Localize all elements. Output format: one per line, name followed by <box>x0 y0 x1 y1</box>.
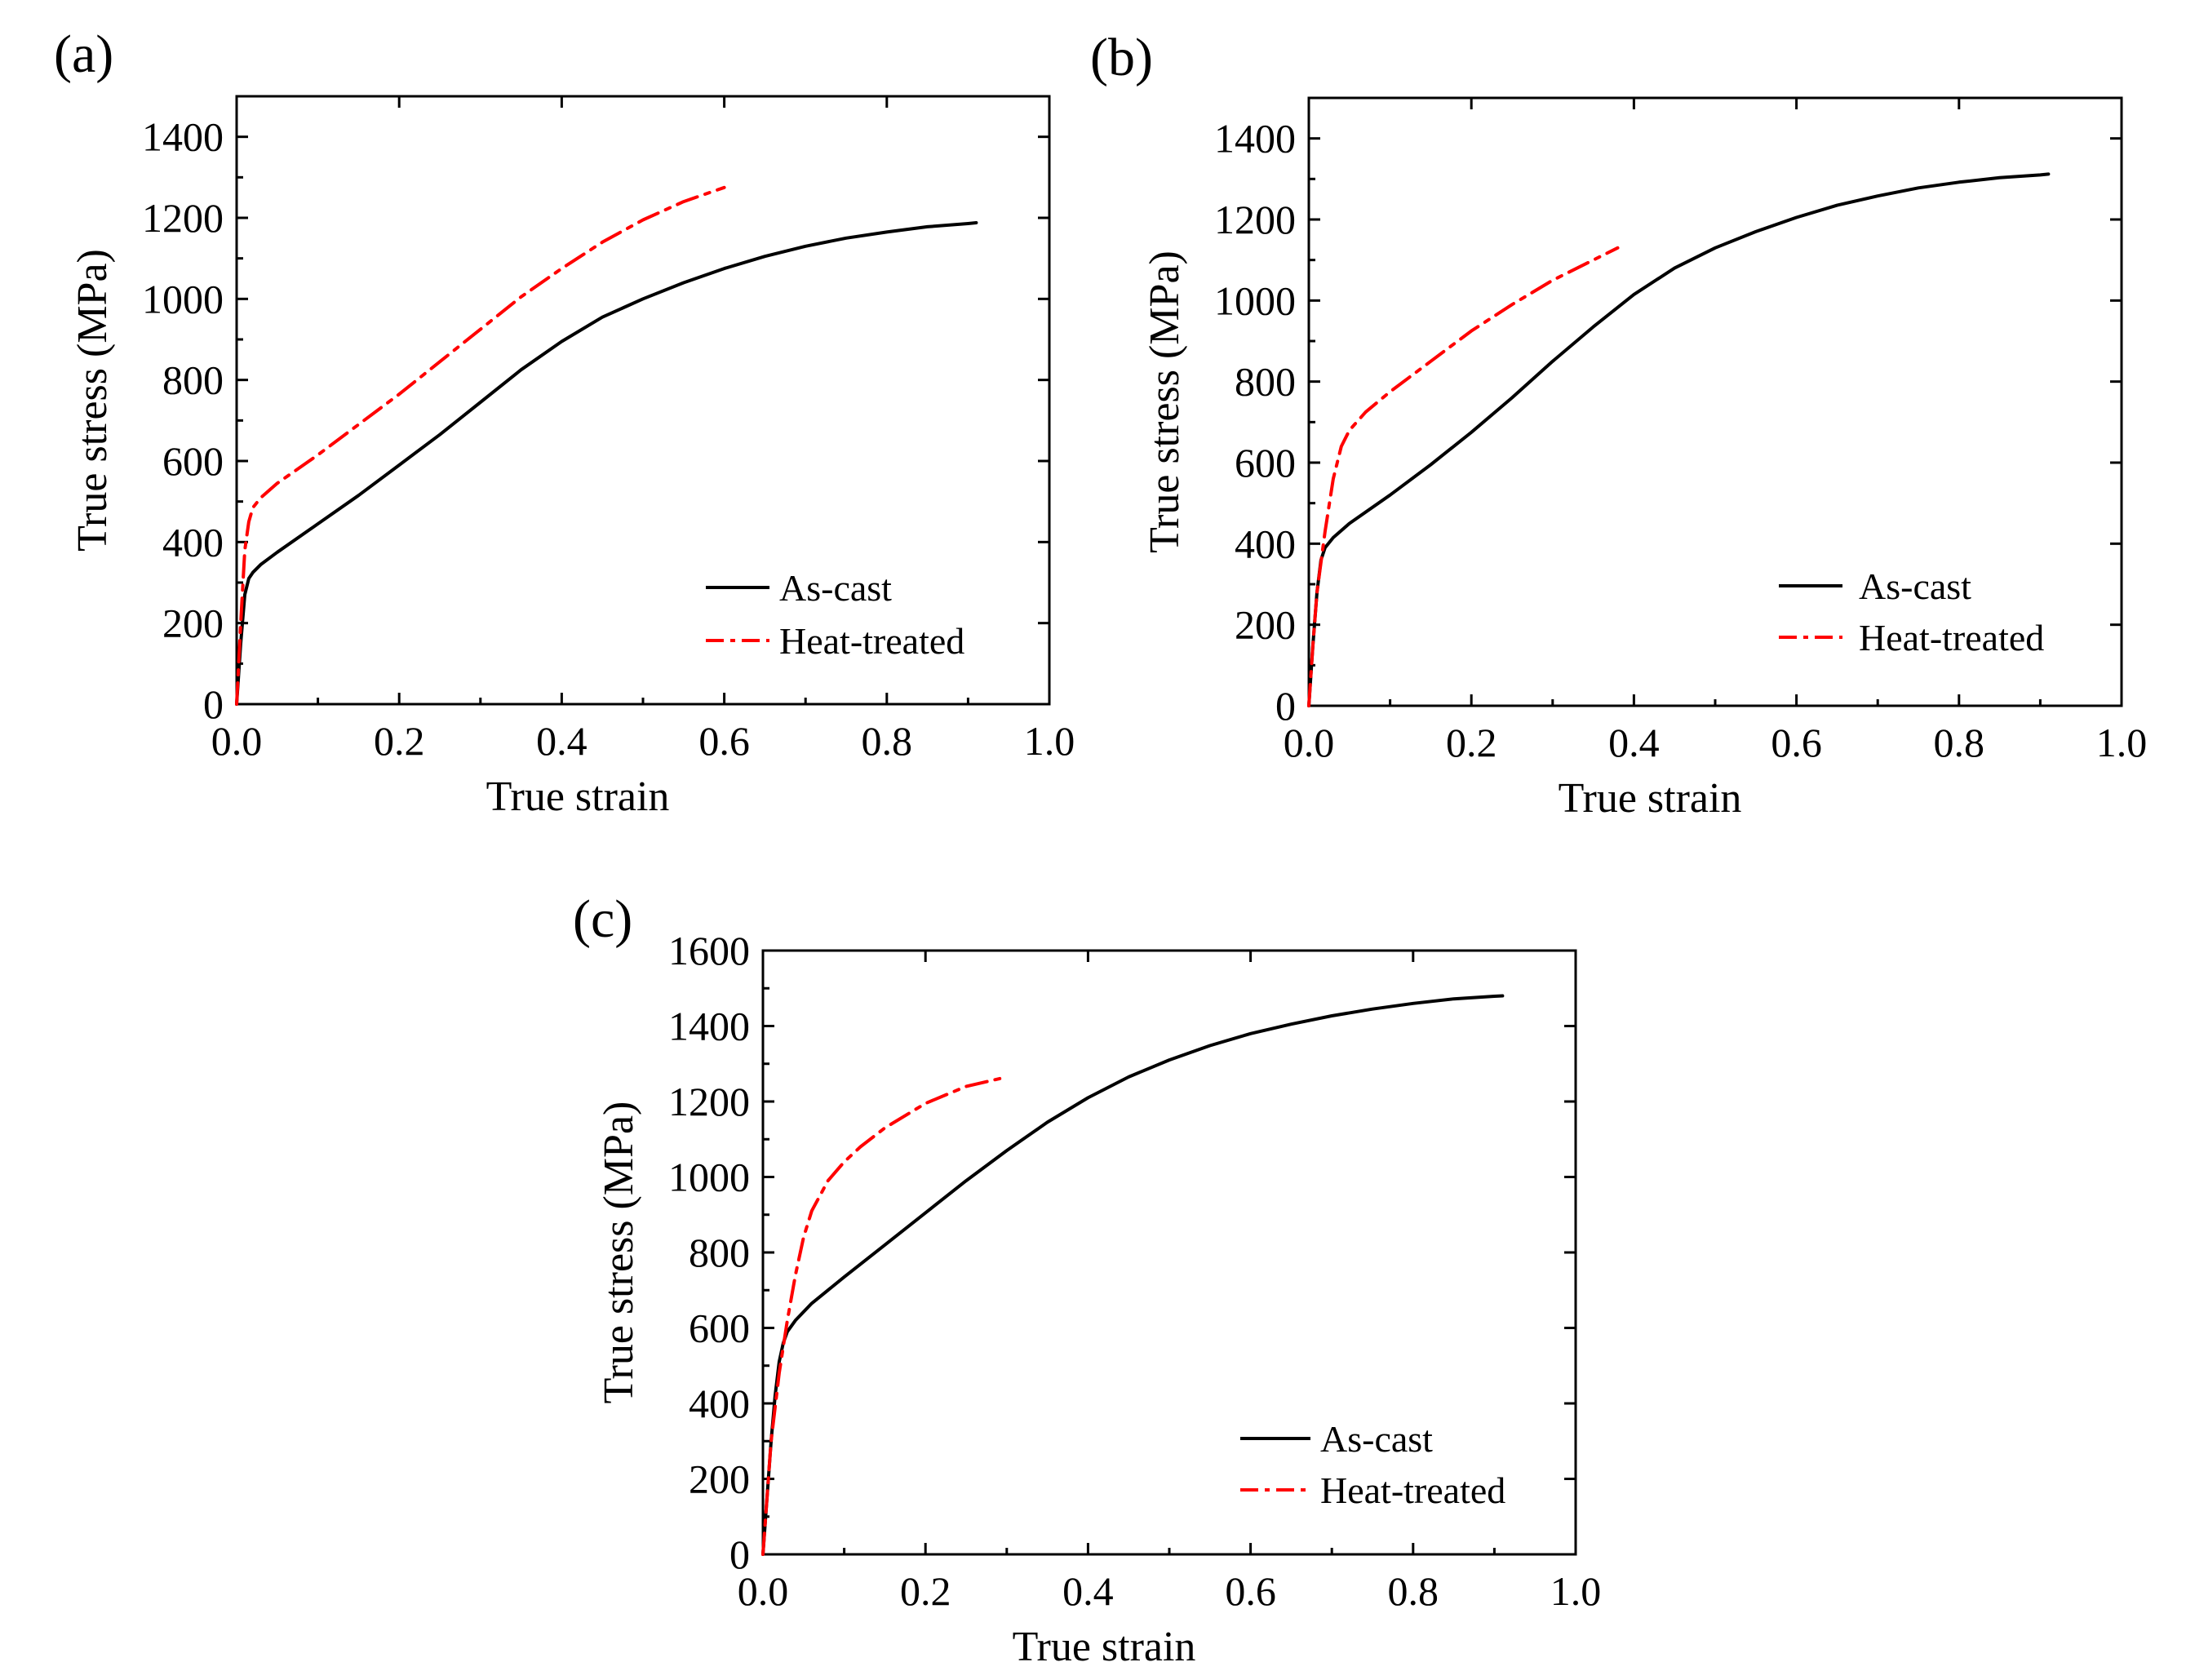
x-axis-label: True strain <box>486 774 670 820</box>
plot-frame <box>761 949 1577 1556</box>
x-tick-label: 0.8 <box>1934 720 1985 765</box>
y-axis-label: True stress (MPa) <box>596 1102 642 1404</box>
x-tick-label: 0.6 <box>1771 720 1822 765</box>
x-tick-label: 0.4 <box>1062 1568 1114 1614</box>
x-tick-label: 0.2 <box>1446 720 1497 765</box>
panel-letter: (b) <box>1090 28 1153 87</box>
x-tick-label: 0.8 <box>862 718 913 764</box>
y-tick-label: 1200 <box>668 1079 750 1124</box>
x-tick-label: 0.6 <box>1225 1568 1276 1614</box>
y-axis-label: True stress (MPa) <box>69 249 116 552</box>
x-tick-label: 0.4 <box>536 718 588 764</box>
legend-label: Heat-treated <box>779 620 964 662</box>
y-tick-label: 400 <box>162 519 224 565</box>
legend-label: Heat-treated <box>1859 617 2044 658</box>
y-tick-label: 600 <box>1235 440 1296 485</box>
y-tick-label: 200 <box>1235 602 1296 648</box>
x-tick-label: 1.0 <box>2096 720 2148 765</box>
y-tick-label: 800 <box>1235 359 1296 405</box>
x-tick-label: 1.0 <box>1550 1568 1602 1614</box>
chart-panel-b: (b) 0.0 0.2 0.4 0.6 0.8 1.0 0 200 400 600 800 1000 12… <box>1090 28 2147 822</box>
y-tick-label: 0 <box>203 681 224 727</box>
y-tick-label: 1000 <box>1214 277 1296 323</box>
x-axis-label: True strain <box>1559 775 1742 822</box>
y-tick-label: 800 <box>162 357 224 403</box>
x-tick-label: 0.8 <box>1388 1568 1439 1614</box>
y-tick-label: 1400 <box>142 114 224 160</box>
y-tick-label: 600 <box>162 438 224 484</box>
legend: As-cast Heat-treated <box>1240 1418 1505 1511</box>
panel-letter: (c) <box>573 889 632 949</box>
y-tick-label: 1600 <box>668 928 750 973</box>
x-axis-label: True strain <box>1013 1624 1196 1670</box>
y-tick-label: 1200 <box>1214 197 1296 242</box>
y-tick-label: 400 <box>1235 521 1296 566</box>
y-tick-label: 1000 <box>142 276 224 321</box>
x-tick-label: 0.6 <box>698 718 750 764</box>
x-tick-label: 0.0 <box>738 1568 789 1614</box>
y-tick-label: 200 <box>689 1456 750 1502</box>
legend: As-cast Heat-treated <box>706 567 964 662</box>
x-tick-label: 1.0 <box>1024 718 1075 764</box>
y-tick-label: 1200 <box>142 195 224 241</box>
legend-label: Heat-treated <box>1320 1469 1505 1511</box>
series-line-heat-treated <box>1307 246 1620 707</box>
legend-label: As-cast <box>1320 1418 1433 1460</box>
series-line-as-cast <box>235 221 978 706</box>
y-tick-label: 600 <box>689 1305 750 1351</box>
y-tick-label: 1400 <box>668 1004 750 1049</box>
plot-frame <box>235 95 1051 706</box>
series-line-as-cast <box>1307 172 2051 707</box>
y-tick-label: 400 <box>689 1381 750 1426</box>
chart-panel-c: (c) 0.0 0.2 0.4 0.6 0.8 1.0 0 200 400 600 800 1000 12… <box>573 889 1601 1670</box>
x-tick-label: 0.4 <box>1608 720 1660 765</box>
x-tick-label: 0.0 <box>211 718 263 764</box>
legend: As-cast Heat-treated <box>1779 565 2044 658</box>
x-tick-label: 0.2 <box>900 1568 951 1614</box>
y-tick-label: 1000 <box>668 1155 750 1200</box>
legend-label: As-cast <box>1859 565 1971 607</box>
panel-letter: (a) <box>54 24 113 84</box>
y-tick-label: 1400 <box>1214 116 1296 162</box>
chart-panel-a: (a) 0.0 0.2 0.4 0.6 0.8 1.0 0 200 400 600 800 1000 12… <box>54 24 1075 820</box>
x-tick-label: 0.2 <box>374 718 425 764</box>
x-tick-label: 0.0 <box>1284 720 1335 765</box>
y-tick-label: 0 <box>1275 683 1296 729</box>
series-line-heat-treated <box>235 185 726 706</box>
plot-frame <box>1307 96 2123 707</box>
y-tick-label: 0 <box>729 1532 750 1577</box>
y-axis-label: True stress (MPa) <box>1142 250 1188 553</box>
series-line-heat-treated <box>761 1075 1009 1556</box>
y-tick-label: 800 <box>689 1230 750 1275</box>
legend-label: As-cast <box>779 567 892 609</box>
y-tick-label: 200 <box>162 601 224 646</box>
